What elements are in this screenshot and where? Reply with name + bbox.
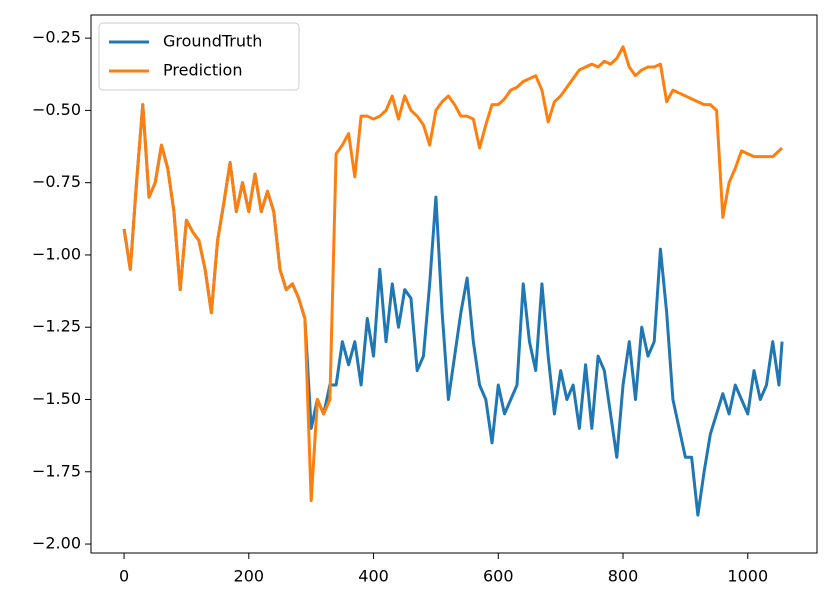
x-tick-label: 400 [358, 567, 389, 586]
y-tick-label: −1.25 [32, 317, 81, 336]
legend-label: GroundTruth [163, 32, 262, 51]
x-tick-label: 200 [234, 567, 265, 586]
x-tick-label: 600 [483, 567, 514, 586]
legend-label: Prediction [163, 61, 242, 80]
y-tick-label: −0.75 [32, 172, 81, 191]
x-tick-label: 0 [119, 567, 129, 586]
y-tick-label: −0.50 [32, 100, 81, 119]
legend-box [98, 22, 300, 91]
y-tick-label: −2.00 [32, 534, 81, 553]
y-tick-label: −1.75 [32, 461, 81, 480]
y-tick-label: −1.50 [32, 389, 81, 408]
series-line [122, 103, 784, 517]
y-tick-label: −0.25 [32, 28, 81, 47]
y-tick-label: −1.00 [32, 244, 81, 263]
x-tick-label: 1000 [727, 567, 768, 586]
plot-lines [122, 45, 784, 517]
series-line [122, 45, 784, 503]
x-tick-label: 800 [608, 567, 639, 586]
plot-frame [90, 14, 818, 554]
